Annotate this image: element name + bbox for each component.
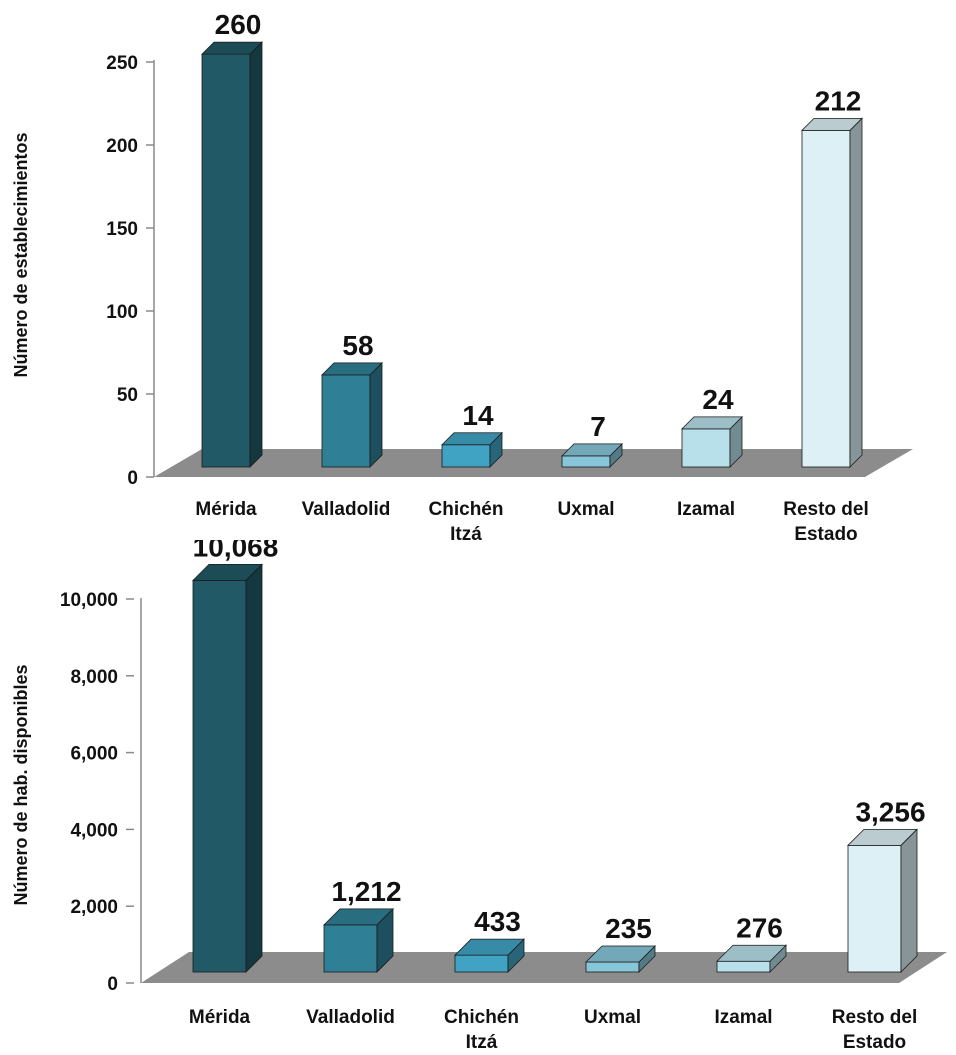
y-tick-label: 8,000 [70,667,118,688]
bar-front [321,374,371,468]
category-label: Valladolid [306,1007,395,1028]
bar [561,442,623,468]
bar [323,907,394,973]
y-tick-label: 0 [107,974,118,995]
data-label: 433 [474,906,521,937]
data-label: 10,068 [193,540,279,562]
y-tick-label: 50 [117,385,138,406]
bar-side [849,117,863,468]
y-tick-label: 4,000 [70,820,118,841]
bar-top [323,908,394,926]
bar-side [369,361,383,468]
y-ticks: 0 2,000 4,000 6,000 8,000 10,000 [60,590,134,995]
category-label: Resto del [783,499,869,520]
bars: 260 58 14 7 24 212 [201,9,863,468]
bar-top [321,362,383,376]
bar-top [681,416,743,430]
bar [454,938,525,973]
bar-top [716,944,787,962]
bar-front [847,844,902,973]
y-axis-label: Número de hab. disponibles [11,664,31,905]
y-axis-label: Número de establecimientos [11,132,31,377]
bar-front [201,53,251,468]
y-tick-label: 10,000 [60,590,118,611]
bar-front [801,129,851,468]
chart-habitaciones: 0 2,000 4,000 6,000 8,000 10,000 10,068 1,212 4… [11,540,947,1053]
bar-front [561,455,611,468]
bar [801,117,863,468]
data-label: 276 [736,912,783,943]
y-tick-label: 100 [106,302,138,323]
category-labels: Mérida Valladolid Chichén Itzá Uxmal Izamal Re… [195,499,868,540]
bar-top [192,563,263,581]
data-label: 212 [815,85,862,116]
y-tick-label: 200 [106,136,138,157]
data-label: 235 [605,913,652,944]
category-label: Uxmal [557,499,614,520]
category-label: Valladolid [302,499,391,520]
y-ticks: 0 50 100 150 200 250 [106,53,154,489]
category-label: Itzá [466,1032,498,1053]
category-label: Estado [843,1032,906,1053]
category-label: Resto del [832,1007,918,1028]
bar-front [454,954,509,973]
bar-top [847,828,918,846]
bar-front [585,961,640,973]
bar [847,828,918,973]
category-label: Itzá [450,524,482,540]
bar [716,944,787,973]
bar [192,563,263,973]
bar-front [323,924,378,973]
bar-top [561,443,623,457]
bars: 10,068 1,212 433 235 276 3,256 [192,540,926,973]
y-tick-label: 250 [106,53,138,74]
bar-top [454,938,525,956]
data-label: 14 [462,400,494,431]
floor [154,449,913,477]
bar [681,415,743,468]
category-label: Izamal [677,499,735,520]
data-label: 7 [590,411,606,442]
bar-top [801,117,863,131]
bar-top [585,945,656,963]
category-label: Mérida [189,1007,251,1028]
category-label: Izamal [714,1007,772,1028]
bar-top [441,432,503,446]
chart-establecimientos: 0 50 100 150 200 250 260 58 14 7 24 212 Mérida Vall… [11,9,913,540]
bar-top [201,41,263,55]
y-tick-label: 2,000 [70,897,118,918]
category-labels: Mérida Valladolid Chichén Itzá Uxmal Izamal Re… [189,1007,917,1053]
bar [585,945,656,973]
category-label: Chichén [429,499,504,520]
y-tick-label: 0 [127,468,138,489]
y-tick-label: 150 [106,219,138,240]
data-label: 1,212 [331,876,401,907]
bar [201,41,263,468]
category-label: Estado [794,524,857,540]
y-tick-label: 6,000 [70,744,118,765]
bar-front [192,579,247,973]
category-label: Chichén [444,1007,519,1028]
data-label: 3,256 [855,796,925,827]
category-label: Mérida [195,499,257,520]
bar [321,361,383,468]
bar-side [900,828,918,973]
category-label: Uxmal [584,1007,641,1028]
bar-front [441,444,491,468]
data-label: 58 [342,330,373,361]
bar-side [249,41,263,468]
bar-front [681,428,731,468]
bar-side [245,563,263,973]
bar-front [716,960,771,973]
data-label: 260 [215,9,262,40]
data-label: 24 [702,384,734,415]
bar [441,431,503,468]
